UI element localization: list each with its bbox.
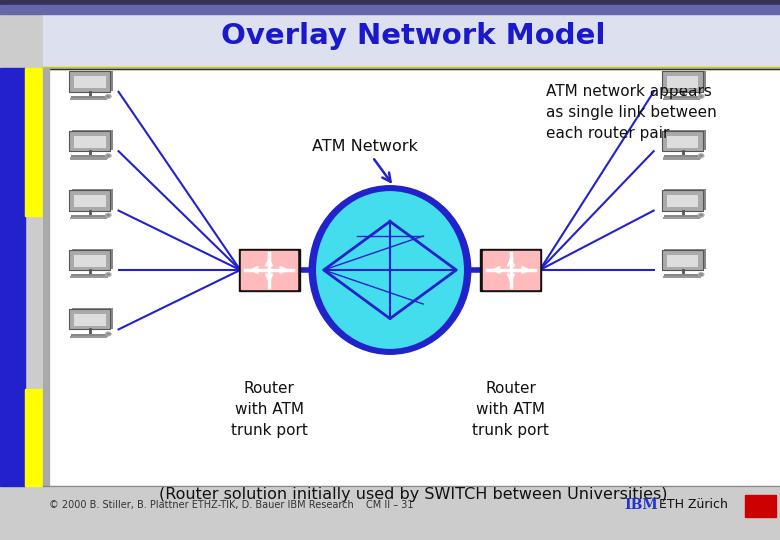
FancyBboxPatch shape bbox=[74, 254, 105, 267]
FancyBboxPatch shape bbox=[72, 130, 113, 151]
Circle shape bbox=[107, 214, 110, 217]
Text: CM II – 31: CM II – 31 bbox=[367, 500, 413, 510]
FancyBboxPatch shape bbox=[70, 217, 108, 219]
FancyBboxPatch shape bbox=[69, 190, 111, 211]
FancyBboxPatch shape bbox=[667, 195, 698, 207]
FancyBboxPatch shape bbox=[69, 131, 111, 151]
Bar bbox=[25, 389, 43, 486]
Circle shape bbox=[700, 95, 703, 98]
Text: Router
with ATM
trunk port: Router with ATM trunk port bbox=[473, 381, 549, 438]
Bar bbox=[745, 495, 776, 517]
Circle shape bbox=[700, 154, 703, 157]
FancyBboxPatch shape bbox=[663, 276, 700, 278]
FancyBboxPatch shape bbox=[661, 190, 704, 211]
Bar bbox=[43, 68, 49, 486]
Circle shape bbox=[105, 332, 112, 336]
Circle shape bbox=[105, 94, 112, 98]
FancyBboxPatch shape bbox=[72, 249, 113, 269]
FancyBboxPatch shape bbox=[665, 190, 706, 210]
Text: Overlay Network Model: Overlay Network Model bbox=[222, 22, 605, 50]
Circle shape bbox=[105, 272, 112, 276]
FancyBboxPatch shape bbox=[72, 71, 113, 91]
FancyBboxPatch shape bbox=[70, 98, 108, 100]
FancyBboxPatch shape bbox=[69, 309, 111, 329]
Circle shape bbox=[698, 272, 704, 276]
Bar bbox=[0, 0, 780, 5]
FancyBboxPatch shape bbox=[667, 254, 698, 267]
Circle shape bbox=[700, 273, 703, 276]
FancyBboxPatch shape bbox=[663, 217, 700, 219]
Ellipse shape bbox=[314, 189, 466, 351]
FancyBboxPatch shape bbox=[663, 157, 700, 159]
Text: Router
with ATM
trunk port: Router with ATM trunk port bbox=[231, 381, 307, 438]
FancyBboxPatch shape bbox=[664, 215, 701, 218]
Ellipse shape bbox=[309, 186, 471, 354]
Bar bbox=[483, 251, 539, 289]
Text: IBM: IBM bbox=[624, 498, 658, 512]
Circle shape bbox=[698, 94, 704, 98]
Text: ATM network appears
as single link between
each router pair.: ATM network appears as single link betwe… bbox=[546, 84, 717, 141]
Bar bbox=[0, 68, 25, 486]
FancyBboxPatch shape bbox=[661, 131, 704, 151]
Circle shape bbox=[107, 333, 110, 335]
FancyBboxPatch shape bbox=[72, 190, 113, 210]
FancyBboxPatch shape bbox=[69, 71, 111, 92]
Circle shape bbox=[107, 95, 110, 98]
Bar bbox=[480, 249, 541, 291]
Circle shape bbox=[698, 153, 704, 158]
FancyBboxPatch shape bbox=[667, 76, 698, 89]
Bar bbox=[25, 68, 43, 216]
Text: (Router solution initially used by SWITCH between Universities): (Router solution initially used by SWITC… bbox=[159, 487, 668, 502]
Circle shape bbox=[107, 154, 110, 157]
FancyBboxPatch shape bbox=[664, 96, 701, 99]
Circle shape bbox=[105, 213, 112, 217]
FancyBboxPatch shape bbox=[74, 314, 105, 326]
FancyBboxPatch shape bbox=[663, 98, 700, 100]
FancyBboxPatch shape bbox=[69, 249, 111, 270]
FancyBboxPatch shape bbox=[665, 71, 706, 91]
FancyBboxPatch shape bbox=[661, 249, 704, 270]
Circle shape bbox=[700, 214, 703, 217]
FancyBboxPatch shape bbox=[72, 308, 113, 329]
Bar bbox=[43, 68, 780, 486]
FancyBboxPatch shape bbox=[665, 130, 706, 151]
Bar bbox=[0, 5, 780, 14]
FancyBboxPatch shape bbox=[71, 274, 108, 278]
FancyBboxPatch shape bbox=[661, 71, 704, 92]
FancyBboxPatch shape bbox=[664, 156, 701, 159]
Circle shape bbox=[698, 213, 704, 217]
Bar bbox=[241, 251, 297, 289]
FancyBboxPatch shape bbox=[71, 156, 108, 159]
FancyBboxPatch shape bbox=[70, 335, 108, 338]
FancyBboxPatch shape bbox=[74, 76, 105, 89]
Text: ATM Network: ATM Network bbox=[312, 139, 418, 182]
FancyBboxPatch shape bbox=[74, 136, 105, 148]
Text: ETH Zürich: ETH Zürich bbox=[659, 498, 728, 511]
FancyBboxPatch shape bbox=[70, 157, 108, 159]
Bar bbox=[239, 249, 300, 291]
FancyBboxPatch shape bbox=[667, 136, 698, 148]
Circle shape bbox=[107, 273, 110, 276]
FancyBboxPatch shape bbox=[664, 274, 701, 278]
FancyBboxPatch shape bbox=[71, 215, 108, 218]
FancyBboxPatch shape bbox=[71, 334, 108, 337]
FancyBboxPatch shape bbox=[70, 276, 108, 278]
Bar bbox=[43, 5, 780, 68]
FancyBboxPatch shape bbox=[71, 96, 108, 99]
Text: © 2000 B. Stiller, B. Plattner ETHZ-TIK, D. Bauer IBM Research: © 2000 B. Stiller, B. Plattner ETHZ-TIK,… bbox=[49, 500, 354, 510]
FancyBboxPatch shape bbox=[665, 249, 706, 269]
FancyBboxPatch shape bbox=[74, 195, 105, 207]
Circle shape bbox=[105, 153, 112, 158]
